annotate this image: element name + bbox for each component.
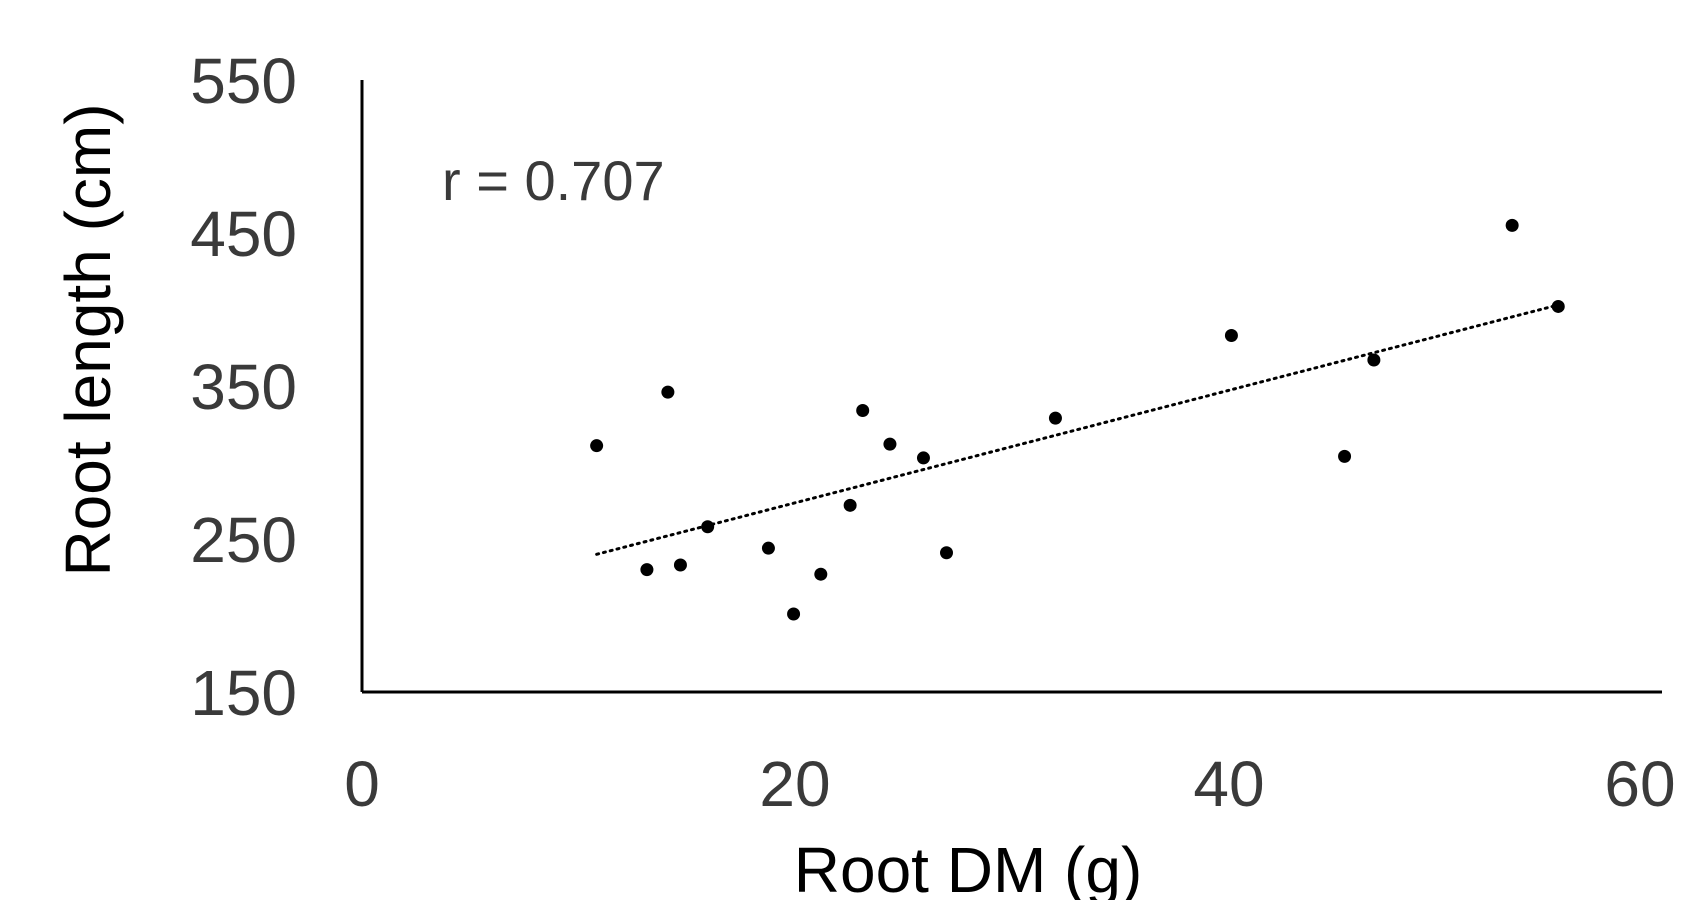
y-tick-label: 450: [190, 198, 297, 270]
data-point: [761, 541, 775, 555]
data-point: [673, 558, 687, 572]
data-point: [787, 607, 801, 621]
data-point: [640, 563, 654, 577]
data-point: [1551, 299, 1565, 313]
x-tick-label: 20: [759, 748, 830, 820]
data-point: [1224, 329, 1238, 343]
data-point: [883, 437, 897, 451]
data-point: [916, 451, 930, 465]
x-tick-labels: 0 20 40 60: [344, 748, 1675, 820]
y-tick-labels: 150 250 350 450 550: [190, 45, 297, 729]
y-tick-label: 150: [190, 657, 297, 729]
x-tick-label: 0: [344, 748, 380, 820]
data-point: [661, 385, 675, 399]
data-point: [843, 498, 857, 512]
data-points: [590, 218, 1565, 621]
data-point: [1048, 411, 1062, 425]
y-tick-label: 350: [190, 351, 297, 423]
data-point: [814, 567, 828, 581]
data-point: [1338, 449, 1352, 463]
trendline: [595, 303, 1560, 556]
correlation-annotation: r = 0.707: [442, 149, 665, 212]
y-tick-label: 550: [190, 45, 297, 117]
x-tick-label: 60: [1604, 748, 1675, 820]
data-point: [856, 403, 870, 417]
data-point: [590, 439, 604, 453]
data-point: [1367, 353, 1381, 367]
y-tick-label: 250: [190, 504, 297, 576]
x-tick-label: 40: [1193, 748, 1264, 820]
data-point: [701, 520, 715, 534]
y-axis-title: Root length (cm): [52, 103, 124, 576]
data-point: [940, 546, 954, 560]
data-point: [1505, 218, 1519, 232]
x-axis-title: Root DM (g): [794, 834, 1143, 900]
trendline-layer: [595, 303, 1560, 556]
